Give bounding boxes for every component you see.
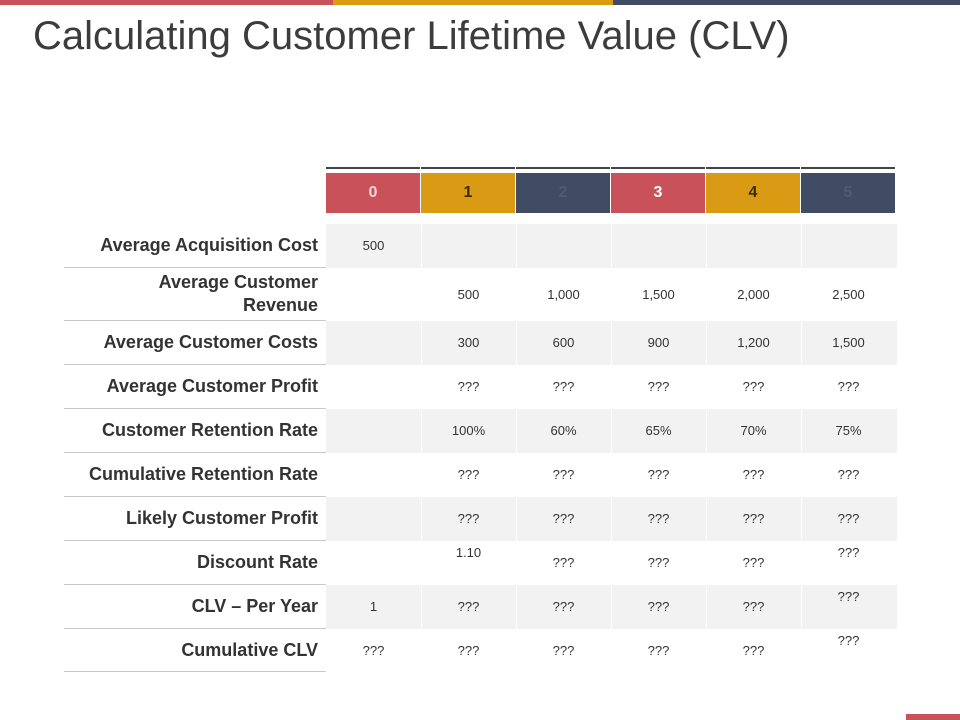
table-cell: ??? — [552, 467, 575, 482]
column-header-label: 5 — [801, 173, 895, 213]
table-cell: ??? — [742, 643, 765, 658]
row-label: Average Customer Costs — [64, 321, 326, 365]
table-cell: 300 — [457, 335, 480, 350]
row-label: Cumulative CLV — [64, 629, 326, 672]
table-cell: ??? — [647, 467, 670, 482]
table-cell: ??? — [457, 511, 480, 526]
table-cell — [326, 365, 421, 409]
table-cell: 500 — [362, 238, 385, 253]
table-cell: ??? — [837, 379, 860, 394]
column-header-label: 3 — [611, 173, 705, 213]
top-accent-bar-gold — [333, 0, 613, 5]
column-divider — [706, 224, 707, 672]
table-cell: ??? — [742, 467, 765, 482]
table-cell: 1,000 — [547, 287, 580, 302]
table-cell: 1,200 — [737, 335, 770, 350]
column-header-1: 1 — [421, 167, 515, 213]
table-cell: ??? — [362, 643, 385, 658]
table-cell: ??? — [647, 511, 670, 526]
table-cell: ??? — [837, 633, 860, 648]
column-header-0: 0 — [326, 167, 420, 213]
table-cell: ??? — [647, 555, 670, 570]
table-cell: ??? — [647, 643, 670, 658]
table-cell: ??? — [837, 589, 860, 604]
table-cell — [326, 321, 421, 365]
column-header-5: 5 — [801, 167, 895, 213]
row-label: Average Customer Revenue — [64, 268, 326, 321]
column-divider — [516, 224, 517, 672]
table-cell: 1,500 — [642, 287, 675, 302]
row-label: Cumulative Retention Rate — [64, 453, 326, 497]
table-cell: ??? — [457, 643, 480, 658]
table-cell: ??? — [742, 511, 765, 526]
top-accent-bar-red — [0, 0, 333, 5]
column-header-label: 1 — [421, 173, 515, 213]
column-header-label: 2 — [516, 173, 610, 213]
column-divider — [421, 224, 422, 672]
table-cell: ??? — [647, 379, 670, 394]
column-header-3: 3 — [611, 167, 705, 213]
table-cell: 65% — [645, 423, 672, 438]
table-cell — [326, 268, 421, 321]
column-divider — [611, 224, 612, 672]
table-cell — [611, 224, 706, 268]
table-cell: 1.10 — [455, 545, 482, 560]
column-header-4: 4 — [706, 167, 800, 213]
row-label: Customer Retention Rate — [64, 409, 326, 453]
table-cell — [326, 541, 421, 585]
table-cell — [326, 497, 421, 541]
table-cell: ??? — [552, 379, 575, 394]
table-cell — [326, 453, 421, 497]
table-cell: 70% — [740, 423, 767, 438]
table-cell: ??? — [552, 599, 575, 614]
table-cell: ??? — [552, 511, 575, 526]
table-cell: ??? — [837, 467, 860, 482]
table-cell: ??? — [837, 545, 860, 560]
table-cell — [801, 224, 896, 268]
table-cell: 1,500 — [832, 335, 865, 350]
table-cell: 60% — [550, 423, 577, 438]
table-cell — [326, 409, 421, 453]
table-cell: 2,000 — [737, 287, 770, 302]
row-label: CLV – Per Year — [64, 585, 326, 629]
table-cell: ??? — [742, 599, 765, 614]
table-cell: ??? — [837, 511, 860, 526]
row-label: Average Acquisition Cost — [64, 224, 326, 268]
footer-accent-bar — [906, 714, 960, 720]
table-cell: 100% — [451, 423, 486, 438]
table-cell: ??? — [457, 599, 480, 614]
column-header-label: 0 — [326, 173, 420, 213]
column-header-label: 4 — [706, 173, 800, 213]
table-cell: ??? — [742, 379, 765, 394]
table-cell: 1 — [369, 599, 378, 614]
page-title: Calculating Customer Lifetime Value (CLV… — [33, 14, 790, 58]
table-cell — [706, 224, 801, 268]
column-divider — [801, 224, 802, 672]
row-label: Discount Rate — [64, 541, 326, 585]
table-cell: 2,500 — [832, 287, 865, 302]
table-cell: 600 — [552, 335, 575, 350]
table-cell: ??? — [647, 599, 670, 614]
table-cell — [421, 224, 516, 268]
column-header-2: 2 — [516, 167, 610, 213]
table-cell: 900 — [647, 335, 670, 350]
table-cell — [516, 224, 611, 268]
table-cell: ??? — [457, 379, 480, 394]
table-cell: ??? — [742, 555, 765, 570]
row-label: Likely Customer Profit — [64, 497, 326, 541]
table-cell: ??? — [552, 555, 575, 570]
table-cell: 75% — [835, 423, 862, 438]
table-cell: ??? — [457, 467, 480, 482]
row-label: Average Customer Profit — [64, 365, 326, 409]
table-cell: 500 — [457, 287, 480, 302]
top-accent-bar-navy — [613, 0, 960, 5]
table-cell: ??? — [552, 643, 575, 658]
